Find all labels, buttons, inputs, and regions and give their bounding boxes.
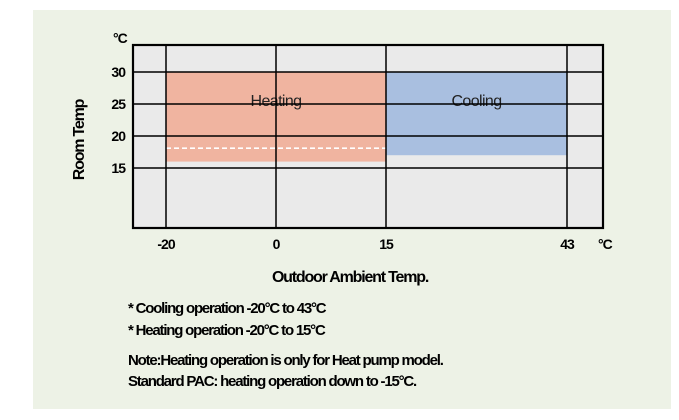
y-tick-label-25: 25 — [111, 96, 126, 112]
x-axis-title: Outdoor Ambient Temp. — [272, 269, 429, 286]
y-axis-title: Room Temp — [71, 98, 88, 180]
standard-pac-note: Standard PAC: heating operation down to … — [128, 373, 417, 390]
cooling-region-label: Cooling — [451, 93, 501, 110]
x-unit-label: °C — [598, 236, 613, 252]
x-tick-label--20: -20 — [157, 236, 175, 252]
heat-pump-note: Note:Heating operation is only for Heat … — [128, 352, 444, 369]
x-tick-label-43: 43 — [560, 236, 575, 252]
x-tick-label-15: 15 — [379, 236, 394, 252]
cooling-operation-note: * Cooling operation -20°C to 43°C — [128, 300, 327, 317]
plot-frame — [131, 43, 605, 230]
y-tick-label-30: 30 — [111, 64, 126, 80]
cooling-region — [386, 72, 567, 156]
heating-operation-note: * Heating operation -20°C to 15°C — [128, 322, 326, 339]
y-unit-label: °C — [113, 30, 128, 46]
y-tick-label-15: 15 — [111, 160, 126, 176]
y-tick-label-20: 20 — [111, 128, 126, 144]
x-tick-label-0: 0 — [273, 236, 281, 252]
